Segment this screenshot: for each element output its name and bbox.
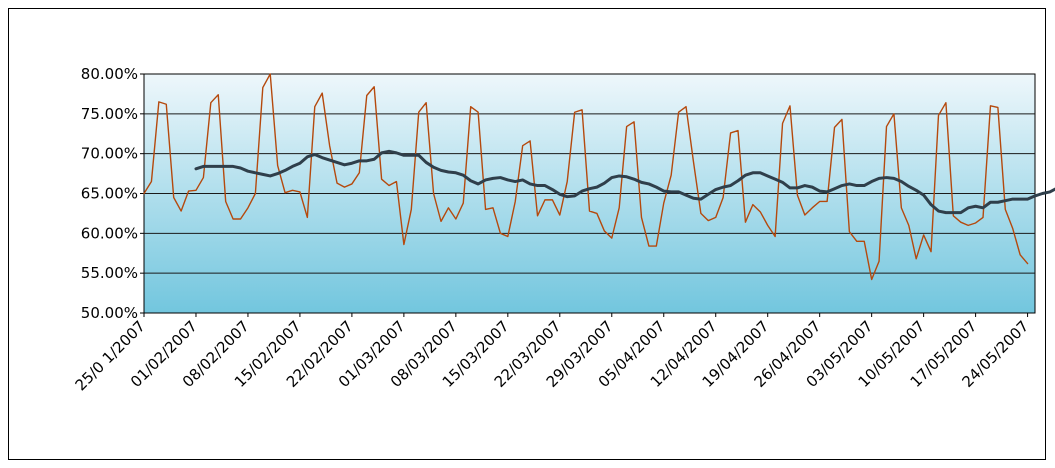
y-tick-label: 65.00% [81, 185, 138, 203]
series-line-daily [143, 73, 1029, 281]
y-tick-label: 55.00% [81, 264, 138, 282]
y-tick-label: 50.00% [81, 304, 138, 322]
y-tick-label: 60.00% [81, 224, 138, 242]
gridlines [140, 73, 1035, 317]
y-tick-label: 70.00% [81, 145, 138, 163]
series-lines [143, 73, 1055, 281]
y-tick-label: 80.00% [81, 65, 138, 83]
series-line-moving-average [194, 149, 1055, 215]
y-tick-label: 75.00% [81, 105, 138, 123]
x-axis-tick-labels: 25/0 1/200701/02/200708/02/200715/02/200… [72, 317, 1033, 394]
y-axis-tick-labels: 50.00% 55.00% 60.00% 65.00% 70.00% 75.00% 80.0… [81, 65, 138, 322]
